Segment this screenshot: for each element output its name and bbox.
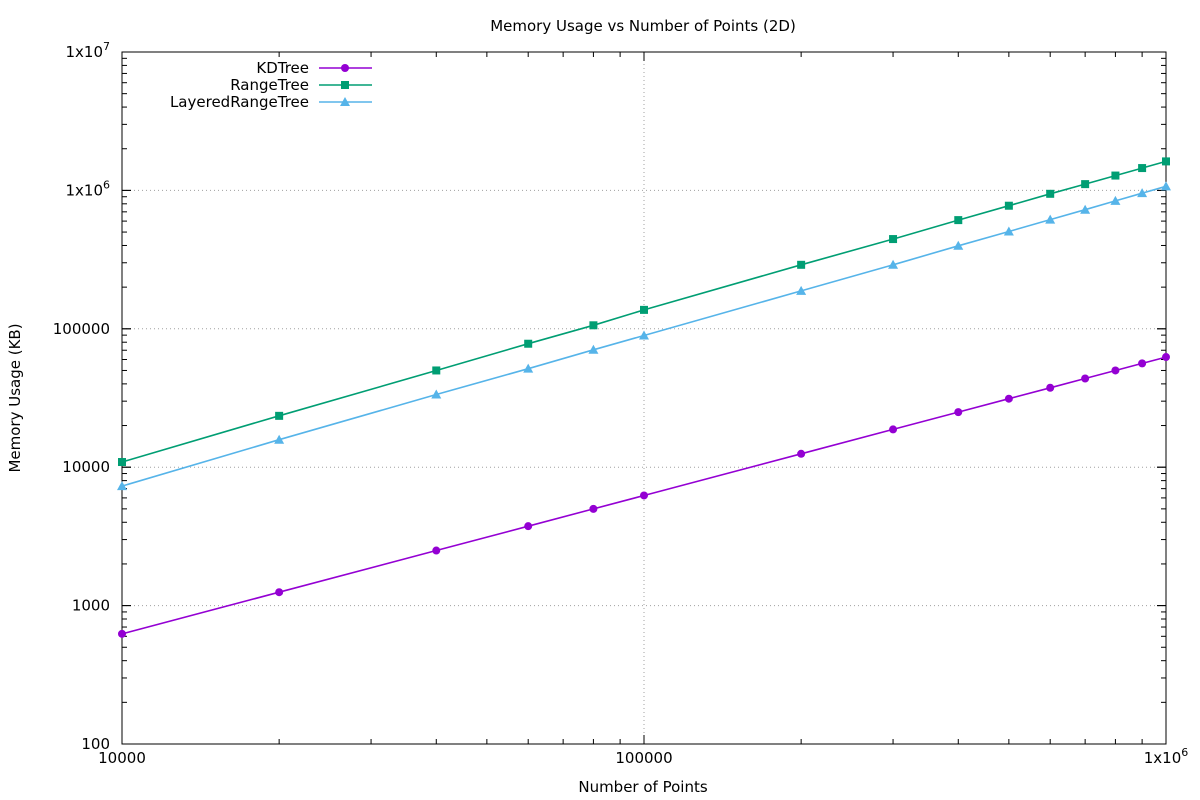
layered-range-tree-point <box>1161 181 1171 191</box>
range-tree-point <box>1081 180 1090 189</box>
data-series <box>117 157 1171 638</box>
range-tree-point <box>640 305 648 314</box>
range-tree-series <box>118 157 1170 467</box>
layered-range-tree-point <box>1110 195 1121 205</box>
kdtree-point <box>797 449 806 458</box>
legend-label: KDTree <box>256 59 309 77</box>
x-tick-label: 1x106 <box>1144 746 1189 767</box>
kdtree-point <box>524 522 533 531</box>
y-tick-label: 1000 <box>72 597 110 615</box>
kdtree-point <box>1138 359 1147 368</box>
layered-range-tree-point <box>1080 204 1091 214</box>
kdtree-point <box>1162 353 1170 362</box>
layered-range-tree-series <box>117 181 1171 491</box>
x-tick-label: 100000 <box>615 749 672 767</box>
kdtree-point <box>589 504 598 513</box>
kdtree-point <box>1046 383 1055 392</box>
layered-range-tree-point <box>117 481 127 491</box>
range-tree-point <box>524 339 533 348</box>
layered-range-tree-point <box>953 240 964 250</box>
range-tree-point <box>797 260 806 269</box>
kdtree-point <box>118 629 126 638</box>
chart-title: Memory Usage vs Number of Points (2D) <box>490 17 796 35</box>
layered-range-tree-point <box>274 434 285 444</box>
layered-range-tree-point <box>1003 226 1014 236</box>
layered-range-tree-point <box>523 363 534 373</box>
kdtree-point <box>1081 374 1090 383</box>
kdtree-point <box>1111 366 1120 375</box>
range-tree-point <box>1004 201 1013 210</box>
legend-item-range-tree: RangeTree <box>230 76 372 94</box>
range-tree-point <box>589 321 598 330</box>
range-tree-point <box>1111 171 1120 180</box>
range-tree-point <box>1162 157 1170 166</box>
layered-range-tree-point <box>888 259 899 269</box>
kdtree-point <box>954 408 963 417</box>
range-tree-point <box>1138 164 1147 173</box>
range-tree-point <box>1046 189 1055 198</box>
legend-label: LayeredRangeTree <box>170 93 309 111</box>
range-tree-point <box>889 235 898 244</box>
plot-frame <box>121 51 1167 745</box>
x-axis-label: Number of Points <box>578 778 707 796</box>
layered-range-tree-point <box>431 389 442 399</box>
layered-range-tree-point <box>588 344 599 354</box>
range-tree-point <box>954 216 963 225</box>
x-tick-label: 10000 <box>98 749 146 767</box>
y-tick-label: 1x106 <box>65 178 110 199</box>
kdtree-point <box>640 491 648 500</box>
range-tree-point <box>275 411 284 420</box>
y-tick-label: 100000 <box>53 320 110 338</box>
range-tree-point <box>118 458 126 467</box>
layered-range-tree-point <box>1045 214 1056 224</box>
legend-swatch-marker <box>341 81 349 89</box>
y-axis-label: Memory Usage (KB) <box>6 323 24 472</box>
legend-label: RangeTree <box>230 76 309 94</box>
layered-range-tree-point <box>1137 188 1148 198</box>
kdtree-point <box>432 546 441 555</box>
layered-range-tree-point <box>796 285 807 295</box>
range-tree-point <box>432 366 441 375</box>
tick-labels: 10000 100000 1x106 100 1000 10000 100000 1x106 1… <box>53 40 1189 767</box>
y-tick-label: 1x107 <box>65 40 110 61</box>
kdtree-point <box>889 425 898 434</box>
grid-lines <box>122 52 1166 744</box>
legend-item-layered-range-tree: LayeredRangeTree <box>170 93 372 111</box>
legend-swatch-marker <box>341 64 349 72</box>
y-tick-label: 100 <box>81 735 110 753</box>
kdtree-point <box>275 588 284 597</box>
y-tick-label: 10000 <box>62 458 110 476</box>
kdtree-series <box>118 353 1170 638</box>
legend-swatch-marker <box>340 97 350 106</box>
kdtree-point <box>1004 394 1013 403</box>
legend-item-kdtree: KDTree <box>256 59 372 77</box>
layered-range-tree-point <box>639 330 649 340</box>
